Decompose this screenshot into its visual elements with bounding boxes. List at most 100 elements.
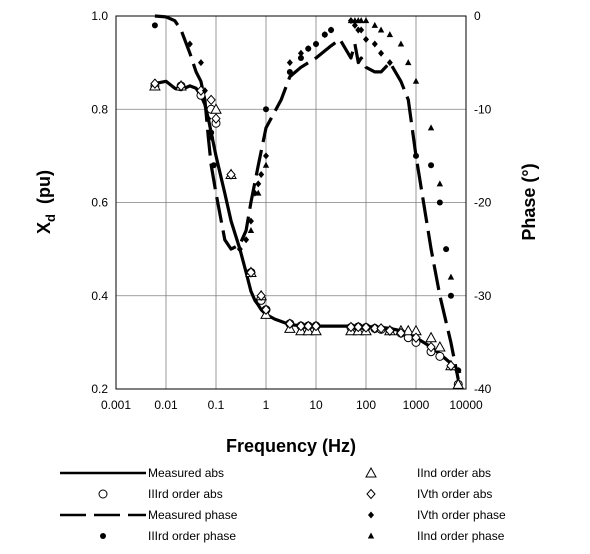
marker-iiird-order-phase: [151, 22, 158, 29]
series-markers: [149, 17, 465, 389]
marker-iind-order-phase: [262, 161, 270, 168]
legend-label: IVth order phase: [417, 508, 506, 522]
legend-item-ivth-order-abs: IVth order abs: [366, 487, 492, 501]
marker-iind-order-abs: [210, 103, 222, 114]
marker-iind-order-phase: [447, 273, 455, 280]
marker-iind-order-abs: [434, 341, 446, 352]
marker-ivth-order-phase: [305, 45, 312, 53]
marker-ivth-order-phase: [201, 87, 208, 95]
x-axis-label: Frequency (Hz): [226, 436, 356, 456]
legend-label: Measured phase: [148, 508, 238, 522]
marker-ivth-order-abs: [411, 332, 421, 343]
legend: Measured abs IInd order abs IIIrd order ab…: [60, 466, 506, 543]
marker-ivth-order-abs: [211, 113, 221, 124]
marker-ivth-order-phase: [263, 152, 269, 160]
marker-ivth-order-phase: [236, 245, 243, 253]
marker-ivth-order-abs: [246, 267, 256, 278]
marker-ivth-order-abs: [296, 320, 306, 332]
marker-ivth-order-abs: [303, 320, 313, 332]
marker-ivth-order-abs: [346, 321, 356, 333]
y-left-tick-label: 0.2: [91, 382, 108, 396]
marker-iind-order-abs: [402, 324, 415, 336]
marker-iiird-order-phase: [428, 162, 435, 169]
marker-ivth-order-abs: [385, 325, 395, 336]
marker-ivth-order-phase: [386, 59, 393, 67]
marker-ivth-order-abs: [206, 94, 216, 106]
marker-ivth-order-phase: [186, 40, 193, 48]
legend-label: Measured abs: [148, 466, 224, 480]
marker-ivth-order-phase: [243, 236, 250, 244]
y-left-axis-label-sub: d: [43, 214, 58, 222]
marker-iind-order-phase: [386, 31, 394, 38]
marker-ivth-order-abs: [150, 78, 160, 89]
marker-ivth-order-phase: [328, 26, 335, 34]
y-left-tick-label: 0.6: [91, 196, 108, 210]
marker-iind-order-phase: [357, 17, 365, 24]
marker-iiird-order-phase: [413, 152, 419, 159]
marker-iind-order-abs: [425, 331, 437, 343]
marker-iind-order-phase: [255, 189, 262, 196]
marker-iind-order-phase: [436, 180, 444, 187]
marker-iind-order-phase: [397, 40, 405, 47]
legend-item-measured-phase: Measured phase: [60, 508, 238, 522]
plot-frame: [115, 15, 467, 390]
x-tick-label: 0.1: [208, 398, 225, 412]
marker-ivth-order-phase: [351, 21, 358, 29]
y-right-tick-labels: -40 -30 -20 -10 0: [474, 9, 492, 396]
legend-label: IIIrd order phase: [148, 529, 236, 543]
marker-iiird-order-phase: [210, 162, 217, 169]
y-left-tick-labels: 0.2 0.4 0.6 0.8 1.0: [91, 9, 108, 396]
legend-label: IVth order abs: [417, 487, 492, 501]
x-tick-label: 1: [263, 398, 270, 412]
marker-iind-order-phase: [427, 124, 435, 131]
marker-iiird-order-phase: [443, 246, 450, 253]
marker-iiird-order-phase: [447, 292, 454, 299]
y-left-axis-label-main: X: [34, 222, 54, 234]
y-left-tick-label: 1.0: [91, 9, 108, 23]
x-tick-labels: 0.001 0.01 0.1 1 10 100 1000 10000: [101, 398, 483, 412]
marker-iind-order-phase: [455, 366, 462, 373]
marker-ivth-order-abs: [426, 341, 436, 353]
legend-swatch: [100, 533, 106, 539]
marker-ivth-order-abs: [261, 304, 271, 315]
marker-iind-order-phase: [405, 59, 412, 66]
y-left-axis-label-rest: (pu): [34, 170, 54, 214]
marker-ivth-order-phase: [205, 115, 212, 123]
marker-iind-order-phase: [247, 226, 255, 233]
legend-item-ivth-order-phase: IVth order phase: [368, 508, 506, 522]
legend-label: IIIrd order abs: [148, 487, 223, 501]
legend-swatch: [367, 532, 375, 539]
legend-item-measured-abs: Measured abs: [60, 466, 224, 480]
y-left-tick-label: 0.4: [91, 289, 108, 303]
x-tick-label: 10000: [449, 398, 483, 412]
marker-ivth-order-abs: [226, 169, 236, 180]
marker-ivth-order-phase: [371, 40, 378, 48]
y-left-tick-label: 0.8: [91, 102, 108, 116]
marker-ivth-order-abs: [176, 80, 186, 92]
marker-ivth-order-phase: [255, 180, 262, 188]
marker-ivth-order-abs: [353, 321, 363, 333]
marker-ivth-order-phase: [197, 59, 204, 67]
marker-ivth-order-abs: [361, 322, 371, 333]
marker-ivth-order-phase: [286, 59, 293, 67]
x-tick-label: 0.01: [154, 398, 178, 412]
marker-iiird-order-phase: [263, 106, 269, 113]
legend-swatch: [365, 466, 377, 478]
y-right-tick-label: -40: [474, 382, 492, 396]
marker-ivth-order-phase: [321, 31, 328, 39]
marker-iiird-order-phase: [286, 68, 293, 75]
y-right-tick-label: -30: [474, 289, 492, 303]
marker-iind-order-phase: [371, 21, 379, 28]
legend-swatch: [98, 489, 108, 499]
marker-ivth-order-abs: [256, 290, 266, 302]
marker-ivth-order-abs: [370, 323, 380, 334]
legend-swatch: [368, 511, 374, 519]
marker-iiird-order-phase: [297, 54, 304, 61]
marker-ivth-order-abs: [311, 320, 321, 332]
marker-ivth-order-phase: [297, 49, 304, 57]
marker-ivth-order-phase: [363, 35, 369, 43]
marker-ivth-order-abs: [285, 318, 295, 329]
x-tick-label: 100: [356, 398, 376, 412]
marker-iind-order-abs: [452, 378, 465, 389]
y-right-tick-label: 0: [474, 9, 481, 23]
